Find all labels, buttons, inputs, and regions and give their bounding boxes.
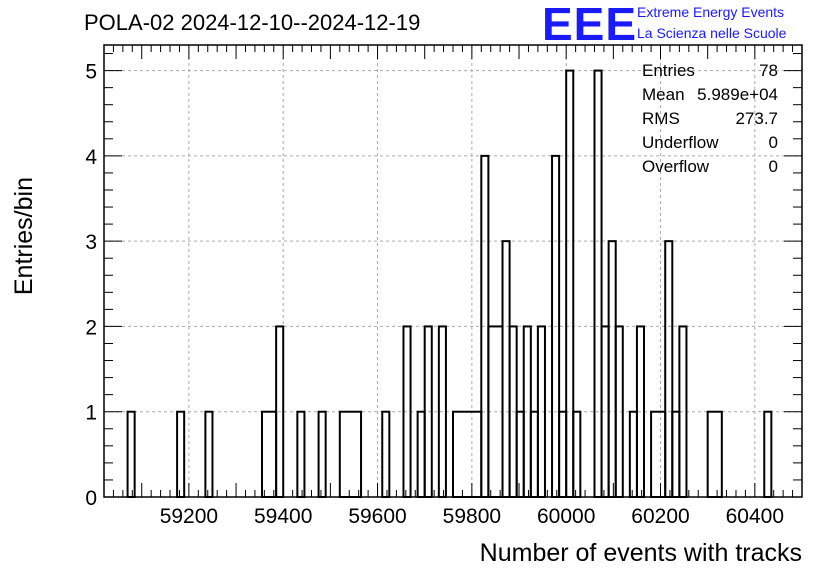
stats-row: Underflow 0 [642, 131, 778, 155]
x-tick-label: 59800 [443, 505, 501, 528]
histogram-bar [204, 410, 214, 498]
stats-value: 0 [768, 157, 778, 176]
axis-ticks [104, 45, 803, 498]
y-axis-label: Entries/bin [10, 177, 38, 295]
histogram-bar [317, 410, 327, 498]
y-tick-label: 3 [85, 231, 97, 254]
histogram-bar [572, 410, 582, 498]
chart-title: POLA-02 2024-12-10--2024-12-19 [84, 10, 421, 35]
x-tick-label: 60400 [726, 505, 784, 528]
x-tick-labels: 59200 59400 59600 59800 60000 60200 60400 [160, 505, 784, 528]
histogram-bar [763, 410, 773, 498]
x-tick-label: 59200 [160, 505, 218, 528]
histogram-bar [558, 410, 568, 498]
y-tick-labels: 0 1 2 3 4 5 [85, 61, 97, 510]
histogram-bar [650, 410, 667, 498]
stats-label: Overflow [642, 157, 710, 176]
eee-logo-line1: Extreme Energy Events [637, 4, 785, 20]
stats-label: Underflow [642, 133, 719, 152]
histogram-bar [176, 410, 186, 498]
stats-value: 273.7 [735, 109, 778, 128]
y-tick-label: 1 [85, 402, 97, 425]
histogram-bar [381, 410, 391, 498]
histogram-bar [706, 410, 723, 498]
stats-box: Entries 78 Mean 5.989e+04 RMS 273.7 Unde… [642, 59, 778, 179]
histogram-bar [664, 240, 674, 498]
stats-row: RMS 273.7 [642, 107, 778, 131]
histogram-bar [529, 410, 539, 498]
eee-logo-line2: La Scienza nelle Scuole [637, 25, 787, 41]
x-tick-label: 60000 [537, 505, 595, 528]
histogram-bar [452, 410, 483, 498]
y-tick-label: 0 [85, 487, 97, 510]
x-tick-label: 60200 [631, 505, 689, 528]
histogram-bar [593, 69, 603, 499]
x-tick-label: 59400 [254, 505, 312, 528]
y-tick-label: 2 [85, 316, 97, 339]
stats-label: Entries [642, 61, 695, 80]
stats-row: Entries 78 [642, 59, 778, 83]
stats-label: RMS [642, 109, 680, 128]
eee-logo: EEE [542, 0, 638, 50]
stats-value: 0 [768, 133, 778, 152]
stats-row: Overflow 0 [642, 155, 778, 179]
x-tick-label: 59600 [348, 505, 406, 528]
histogram-bar [126, 410, 136, 498]
histogram-bar [260, 410, 278, 498]
histogram-bar [671, 410, 681, 498]
stats-row: Mean 5.989e+04 [642, 83, 778, 107]
stats-value: 78 [759, 61, 778, 80]
stats-label: Mean [642, 85, 685, 104]
histogram-bar [628, 410, 638, 498]
histogram-bar [338, 410, 363, 498]
histogram-bar [416, 410, 426, 498]
y-tick-label: 4 [85, 146, 97, 169]
x-axis-label: Number of events with tracks [480, 539, 802, 567]
stats-value: 5.989e+04 [697, 85, 778, 104]
y-tick-label: 5 [85, 61, 97, 84]
histogram-bar [515, 410, 525, 498]
histogram-bar [607, 240, 617, 498]
histogram-bar [565, 69, 575, 499]
histogram-bar [296, 410, 306, 498]
histogram-bar [501, 240, 511, 498]
